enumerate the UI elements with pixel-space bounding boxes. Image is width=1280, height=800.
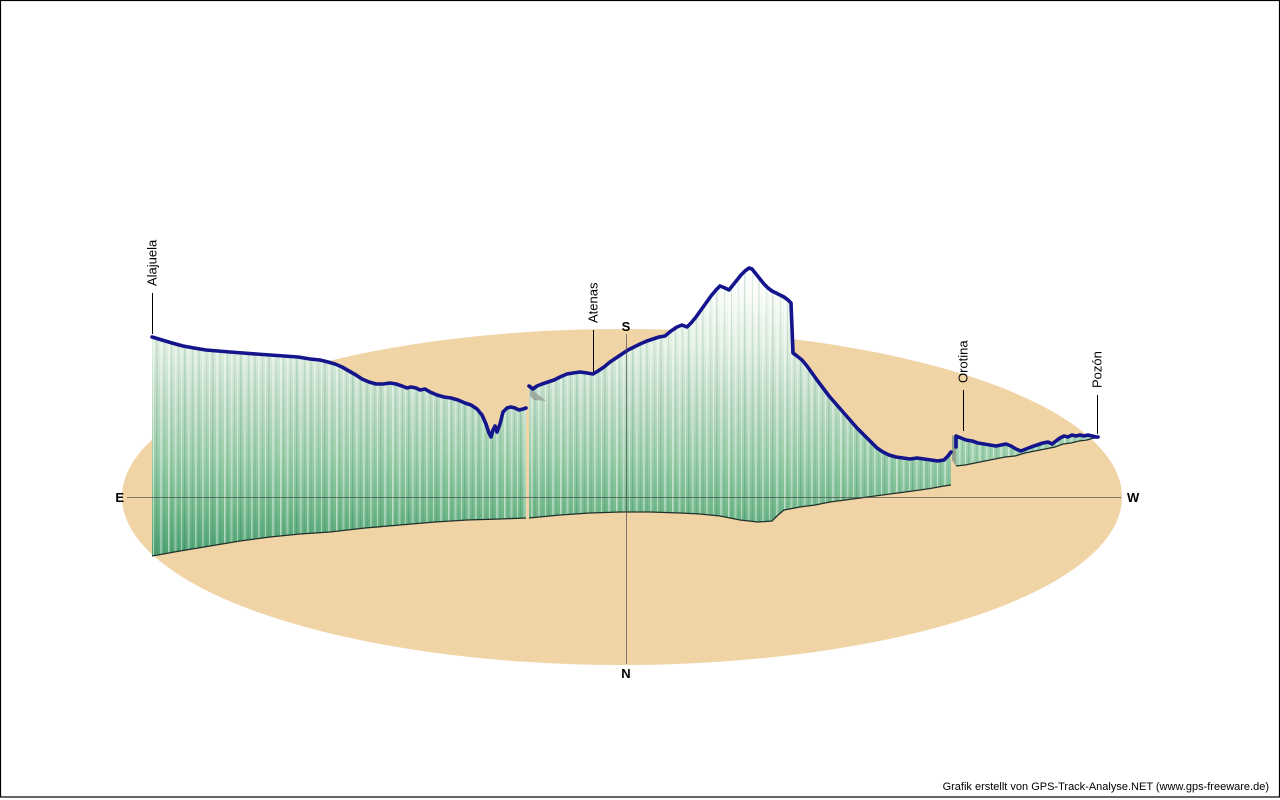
profile-layer — [150, 266, 1100, 557]
compass-west-label: W — [1127, 490, 1140, 505]
profile-bottom-edge — [151, 517, 527, 557]
compass-east-label: E — [115, 490, 124, 505]
waypoint-layer: Alajuela Atenas Orotina Pozón — [145, 239, 1105, 434]
profile-bottom-edge — [955, 437, 1098, 467]
track-elevation-line — [150, 335, 528, 439]
track-elevation-line — [954, 433, 1100, 453]
compass-south-label: S — [622, 319, 631, 334]
compass-north-label: N — [621, 666, 630, 681]
waypoint-label: Orotina — [956, 340, 971, 383]
profile-bottom-edge — [528, 484, 952, 523]
profile-striations — [152, 337, 526, 556]
track-elevation-line — [527, 266, 953, 463]
waypoint-label: Alajuela — [145, 239, 160, 286]
credit-text: Grafik erstellt von GPS-Track-Analyse.NE… — [942, 781, 1269, 793]
waypoint-label: Atenas — [586, 282, 601, 323]
profile-side-face — [530, 388, 546, 401]
compass-axes — [127, 334, 1121, 664]
profile-striations — [529, 268, 951, 522]
waypoint-label: Pozón — [1090, 351, 1105, 388]
